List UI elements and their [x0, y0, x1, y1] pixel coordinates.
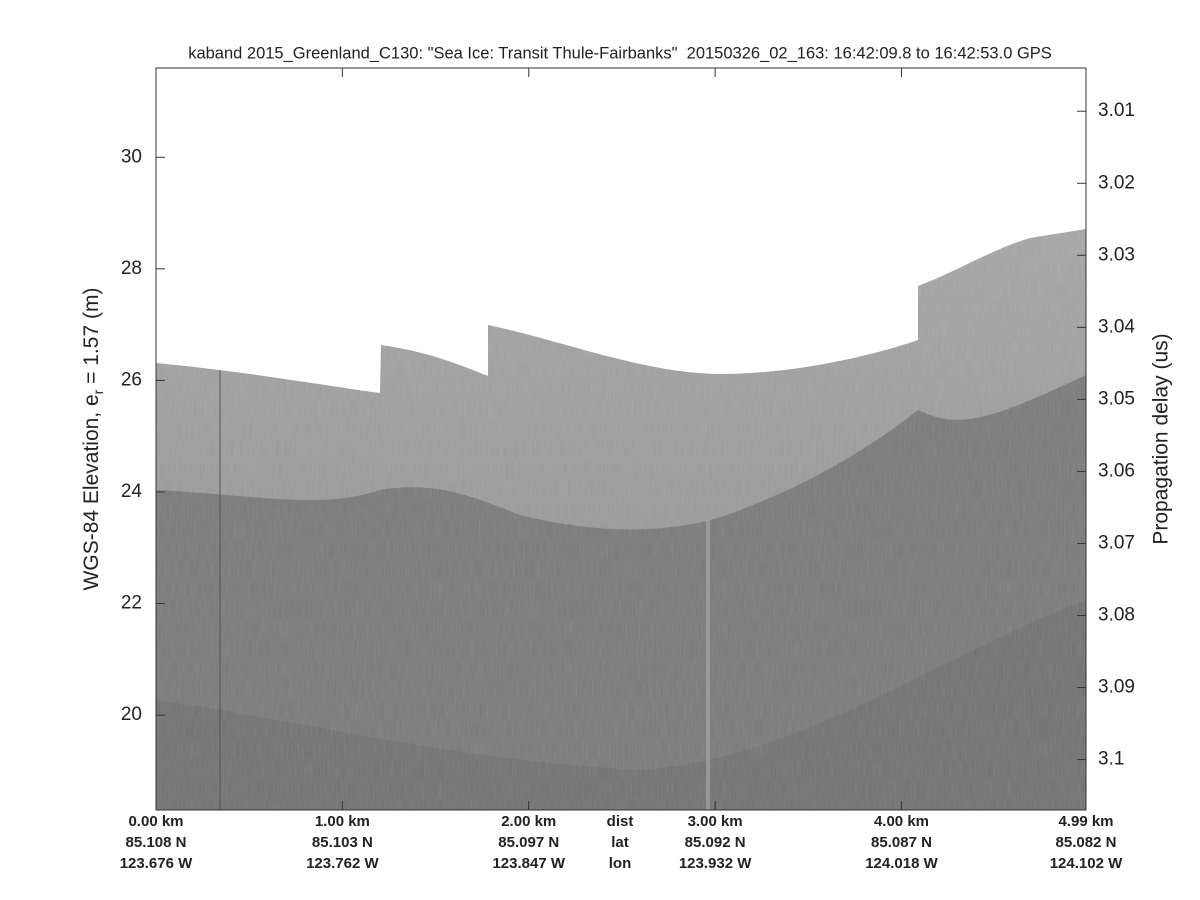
y-tick-label: 26 [121, 369, 142, 390]
lon-label: 123.762 W [306, 855, 379, 872]
x-tick-label: 4.00 km [874, 813, 929, 830]
lat-label: 85.108 N [126, 834, 187, 851]
y-label-sub: r [90, 389, 106, 394]
row-name: lon [609, 855, 632, 872]
lon-label: 123.847 W [492, 855, 565, 872]
echogram-image [156, 229, 1086, 810]
y-tick-label: 22 [121, 593, 142, 614]
row-name: dist [607, 813, 634, 830]
y2-tick-label: 3.06 [1098, 460, 1135, 481]
x-tick-label: 4.99 km [1058, 813, 1113, 830]
y2-axis-label: Propagation delay (us) [1150, 333, 1173, 544]
y2-tick-label: 3.04 [1098, 316, 1135, 337]
y-tick-label: 28 [121, 258, 142, 279]
y2-tick-label: 3.07 [1098, 532, 1135, 553]
lat-label: 85.103 N [312, 834, 373, 851]
y-tick-label: 30 [121, 146, 142, 167]
lat-label: 85.087 N [871, 834, 932, 851]
lat-label: 85.097 N [498, 834, 559, 851]
lon-label: 124.018 W [865, 855, 938, 872]
lon-label: 123.932 W [679, 855, 752, 872]
plot-frame [155, 67, 1087, 811]
y-label-end: = 1.57 (m) [80, 288, 103, 390]
y2-tick-label: 3.08 [1098, 605, 1135, 626]
y2-tick-label: 3.01 [1098, 100, 1135, 121]
lon-label: 123.676 W [120, 855, 193, 872]
y-axis-label: WGS-84 Elevation, er = 1.57 (m) [80, 288, 106, 591]
x-tick-label: 1.00 km [315, 813, 370, 830]
lat-label: 85.082 N [1056, 834, 1117, 851]
lon-label: 124.102 W [1050, 855, 1123, 872]
y-label-main: WGS-84 Elevation, e [80, 394, 103, 590]
y-tick-label: 24 [121, 481, 143, 502]
y2-tick-label: 3.03 [1098, 244, 1135, 265]
x-tick-label: 2.00 km [501, 813, 556, 830]
y2-tick-label: 3.09 [1098, 677, 1135, 698]
y2-tick-label: 3.1 [1098, 749, 1124, 770]
chart-title: kaband 2015_Greenland_C130: "Sea Ice: Tr… [188, 44, 1052, 62]
x-tick-label: 3.00 km [688, 813, 743, 830]
y2-tick-label: 3.02 [1098, 172, 1135, 193]
y2-tick-label: 3.05 [1098, 388, 1135, 409]
y-tick-label: 20 [121, 704, 142, 725]
lat-label: 85.092 N [685, 834, 746, 851]
row-name: lat [611, 834, 629, 851]
x-tick-label: 0.00 km [128, 813, 183, 830]
